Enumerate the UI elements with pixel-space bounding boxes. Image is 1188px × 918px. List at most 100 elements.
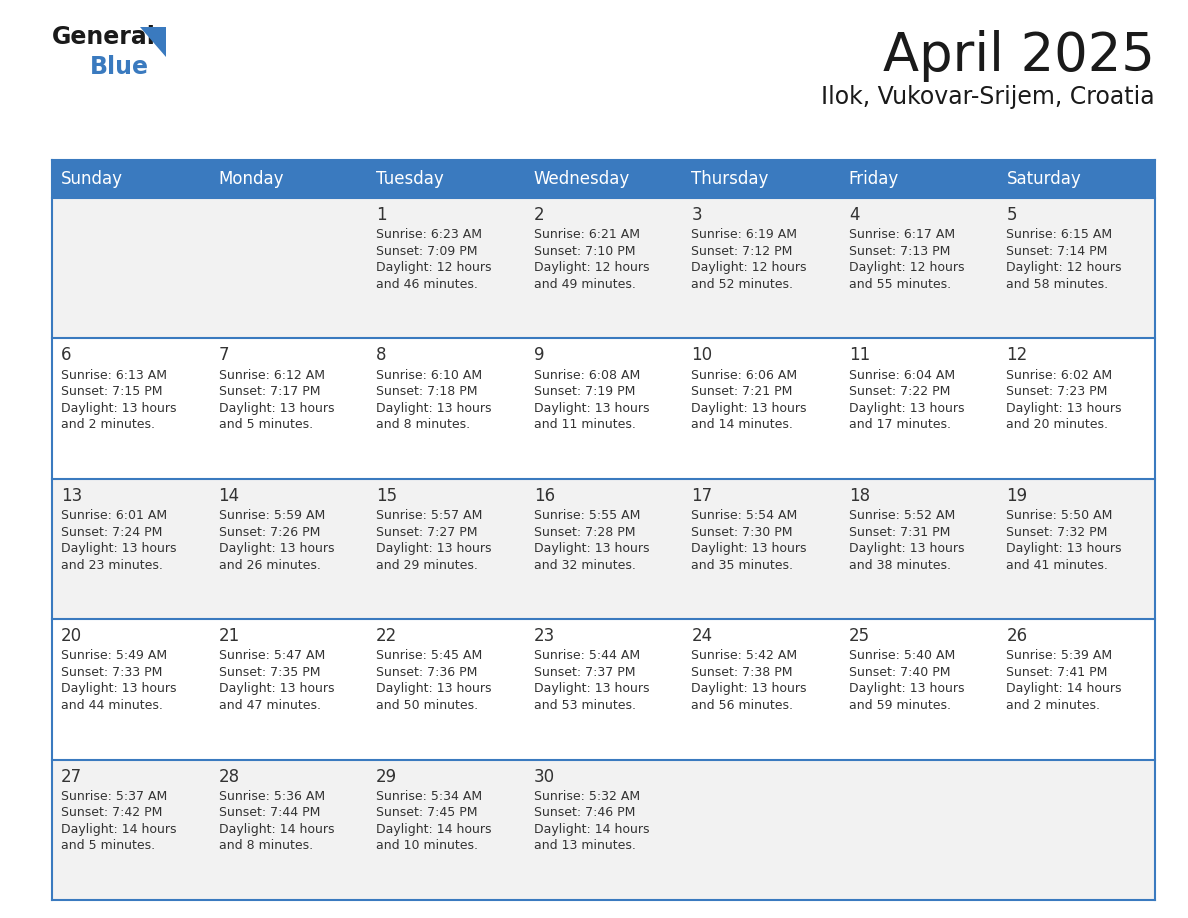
Text: Wednesday: Wednesday — [533, 170, 630, 188]
Text: Blue: Blue — [90, 55, 148, 79]
Text: Sunset: 7:24 PM: Sunset: 7:24 PM — [61, 526, 163, 539]
Text: Sunrise: 5:47 AM: Sunrise: 5:47 AM — [219, 649, 324, 663]
Text: Daylight: 13 hours: Daylight: 13 hours — [849, 542, 965, 555]
Text: 21: 21 — [219, 627, 240, 645]
Text: 4: 4 — [849, 206, 859, 224]
Text: Sunset: 7:13 PM: Sunset: 7:13 PM — [849, 245, 950, 258]
Text: Sunrise: 5:37 AM: Sunrise: 5:37 AM — [61, 789, 168, 803]
Text: Sunrise: 6:13 AM: Sunrise: 6:13 AM — [61, 369, 168, 382]
Text: Daylight: 14 hours: Daylight: 14 hours — [61, 823, 177, 836]
Text: Daylight: 13 hours: Daylight: 13 hours — [61, 542, 177, 555]
Bar — [52, 198, 1155, 339]
Text: and 11 minutes.: and 11 minutes. — [533, 419, 636, 431]
Bar — [52, 160, 1155, 198]
Text: 16: 16 — [533, 487, 555, 505]
Text: Sunset: 7:33 PM: Sunset: 7:33 PM — [61, 666, 163, 679]
Text: Sunset: 7:09 PM: Sunset: 7:09 PM — [377, 245, 478, 258]
Text: Daylight: 12 hours: Daylight: 12 hours — [1006, 262, 1121, 274]
Text: Sunset: 7:17 PM: Sunset: 7:17 PM — [219, 386, 320, 398]
Text: 3: 3 — [691, 206, 702, 224]
Text: Daylight: 13 hours: Daylight: 13 hours — [691, 682, 807, 696]
Text: Sunrise: 6:04 AM: Sunrise: 6:04 AM — [849, 369, 955, 382]
Text: Sunrise: 5:49 AM: Sunrise: 5:49 AM — [61, 649, 168, 663]
Text: Sunrise: 5:57 AM: Sunrise: 5:57 AM — [377, 509, 482, 522]
Text: Sunrise: 6:21 AM: Sunrise: 6:21 AM — [533, 229, 639, 241]
Text: Daylight: 14 hours: Daylight: 14 hours — [377, 823, 492, 836]
Text: 23: 23 — [533, 627, 555, 645]
Text: Tuesday: Tuesday — [377, 170, 444, 188]
Text: 6: 6 — [61, 346, 71, 364]
Text: 13: 13 — [61, 487, 82, 505]
Text: 25: 25 — [849, 627, 870, 645]
Text: Sunrise: 6:17 AM: Sunrise: 6:17 AM — [849, 229, 955, 241]
Text: 11: 11 — [849, 346, 870, 364]
Text: Sunset: 7:32 PM: Sunset: 7:32 PM — [1006, 526, 1107, 539]
Text: 2: 2 — [533, 206, 544, 224]
Text: 7: 7 — [219, 346, 229, 364]
Text: and 52 minutes.: and 52 minutes. — [691, 278, 794, 291]
Text: Monday: Monday — [219, 170, 284, 188]
Text: and 2 minutes.: and 2 minutes. — [1006, 699, 1100, 712]
Text: Sunset: 7:31 PM: Sunset: 7:31 PM — [849, 526, 950, 539]
Text: Sunset: 7:30 PM: Sunset: 7:30 PM — [691, 526, 792, 539]
Text: and 2 minutes.: and 2 minutes. — [61, 419, 154, 431]
Text: Sunrise: 6:10 AM: Sunrise: 6:10 AM — [377, 369, 482, 382]
Text: and 46 minutes.: and 46 minutes. — [377, 278, 478, 291]
Text: and 10 minutes.: and 10 minutes. — [377, 839, 478, 853]
Text: and 50 minutes.: and 50 minutes. — [377, 699, 479, 712]
Text: Sunrise: 5:39 AM: Sunrise: 5:39 AM — [1006, 649, 1112, 663]
Text: and 8 minutes.: and 8 minutes. — [377, 419, 470, 431]
Text: Daylight: 13 hours: Daylight: 13 hours — [219, 402, 334, 415]
Bar — [52, 620, 1155, 759]
Text: Sunrise: 6:08 AM: Sunrise: 6:08 AM — [533, 369, 640, 382]
Text: 12: 12 — [1006, 346, 1028, 364]
Text: and 20 minutes.: and 20 minutes. — [1006, 419, 1108, 431]
Text: Sunset: 7:41 PM: Sunset: 7:41 PM — [1006, 666, 1107, 679]
Text: April 2025: April 2025 — [883, 30, 1155, 82]
Text: and 29 minutes.: and 29 minutes. — [377, 558, 478, 572]
Text: Sunrise: 5:59 AM: Sunrise: 5:59 AM — [219, 509, 324, 522]
Text: and 35 minutes.: and 35 minutes. — [691, 558, 794, 572]
Text: 27: 27 — [61, 767, 82, 786]
Text: Sunset: 7:27 PM: Sunset: 7:27 PM — [377, 526, 478, 539]
Text: Sunrise: 5:50 AM: Sunrise: 5:50 AM — [1006, 509, 1113, 522]
Text: and 58 minutes.: and 58 minutes. — [1006, 278, 1108, 291]
Text: Sunset: 7:19 PM: Sunset: 7:19 PM — [533, 386, 636, 398]
Text: Daylight: 13 hours: Daylight: 13 hours — [533, 542, 649, 555]
Text: and 38 minutes.: and 38 minutes. — [849, 558, 950, 572]
Text: 1: 1 — [377, 206, 387, 224]
Text: and 59 minutes.: and 59 minutes. — [849, 699, 950, 712]
Text: and 5 minutes.: and 5 minutes. — [61, 839, 156, 853]
Text: 18: 18 — [849, 487, 870, 505]
Text: 5: 5 — [1006, 206, 1017, 224]
Text: Sunset: 7:45 PM: Sunset: 7:45 PM — [377, 806, 478, 820]
Text: Friday: Friday — [849, 170, 899, 188]
Text: Sunset: 7:15 PM: Sunset: 7:15 PM — [61, 386, 163, 398]
Text: Daylight: 13 hours: Daylight: 13 hours — [219, 542, 334, 555]
Text: Sunset: 7:22 PM: Sunset: 7:22 PM — [849, 386, 950, 398]
Text: Sunset: 7:26 PM: Sunset: 7:26 PM — [219, 526, 320, 539]
Text: Sunset: 7:14 PM: Sunset: 7:14 PM — [1006, 245, 1107, 258]
Text: Daylight: 14 hours: Daylight: 14 hours — [1006, 682, 1121, 696]
Text: Sunrise: 5:55 AM: Sunrise: 5:55 AM — [533, 509, 640, 522]
Text: Daylight: 13 hours: Daylight: 13 hours — [1006, 402, 1121, 415]
Text: and 44 minutes.: and 44 minutes. — [61, 699, 163, 712]
Text: 26: 26 — [1006, 627, 1028, 645]
Text: Saturday: Saturday — [1006, 170, 1081, 188]
Text: Sunrise: 6:15 AM: Sunrise: 6:15 AM — [1006, 229, 1112, 241]
Text: 30: 30 — [533, 767, 555, 786]
Text: Daylight: 12 hours: Daylight: 12 hours — [533, 262, 649, 274]
Text: and 5 minutes.: and 5 minutes. — [219, 419, 312, 431]
Text: Sunset: 7:44 PM: Sunset: 7:44 PM — [219, 806, 320, 820]
Text: Daylight: 13 hours: Daylight: 13 hours — [61, 402, 177, 415]
Text: 14: 14 — [219, 487, 240, 505]
Text: and 8 minutes.: and 8 minutes. — [219, 839, 312, 853]
Text: Daylight: 13 hours: Daylight: 13 hours — [849, 402, 965, 415]
Text: Daylight: 13 hours: Daylight: 13 hours — [691, 402, 807, 415]
Text: Ilok, Vukovar-Srijem, Croatia: Ilok, Vukovar-Srijem, Croatia — [821, 85, 1155, 109]
Text: Sunrise: 6:23 AM: Sunrise: 6:23 AM — [377, 229, 482, 241]
Text: Sunrise: 5:44 AM: Sunrise: 5:44 AM — [533, 649, 640, 663]
Text: and 55 minutes.: and 55 minutes. — [849, 278, 950, 291]
Text: Sunset: 7:42 PM: Sunset: 7:42 PM — [61, 806, 163, 820]
Text: Daylight: 13 hours: Daylight: 13 hours — [1006, 542, 1121, 555]
